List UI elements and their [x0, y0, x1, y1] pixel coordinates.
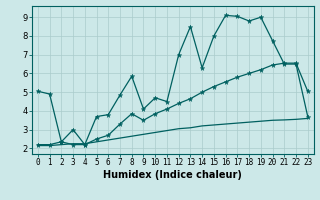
- X-axis label: Humidex (Indice chaleur): Humidex (Indice chaleur): [103, 170, 242, 180]
